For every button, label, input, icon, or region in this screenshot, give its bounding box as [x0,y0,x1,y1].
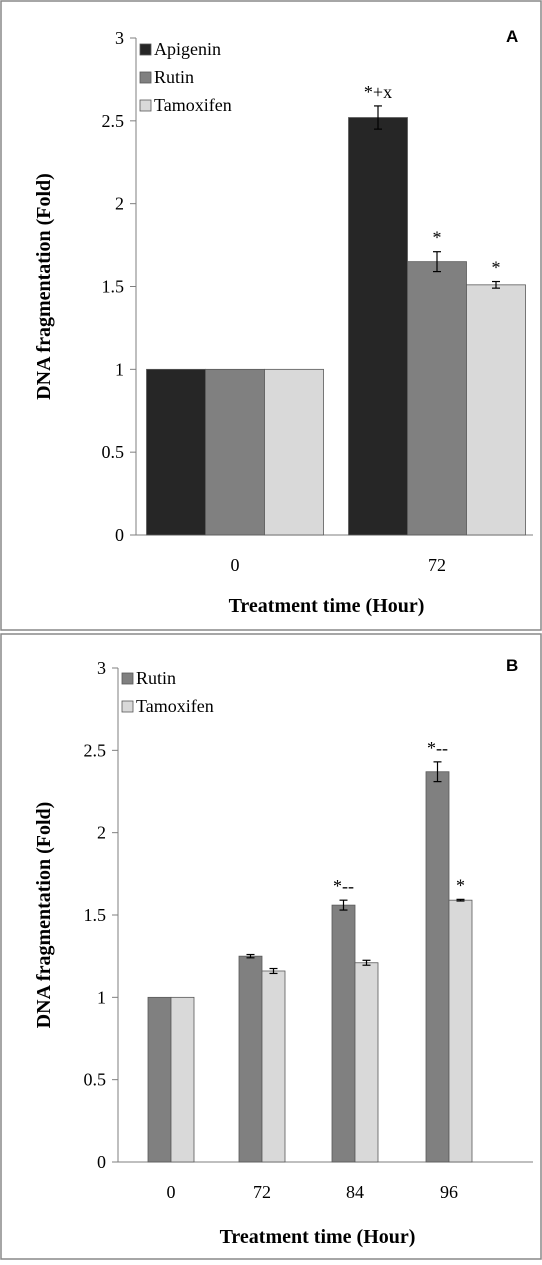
b-x-tick-label: 84 [346,1182,364,1202]
a-y-tick-label: 1.5 [102,277,125,297]
b-bar-tamoxifen [170,996,195,1163]
a-x-tick-label: 0 [231,555,240,575]
a-y-tick-label: 0 [115,525,124,545]
b-significance-label: *-- [427,738,448,758]
a-bar-rutin [205,368,265,536]
a-y-tick-label: 0.5 [102,442,125,462]
a-bar-tamoxifen [264,368,324,536]
b-y-tick-label: 3 [97,658,106,678]
a-significance-label: * [492,258,501,278]
b-x-tick-label: 72 [253,1182,271,1202]
a-significance-label: *+x [364,82,392,102]
b-legend-label: Tamoxifen [136,696,214,716]
a-panel-letter: A [506,27,518,46]
b-bar-rutin [147,996,172,1163]
b-bar-tamoxifen [261,970,286,1163]
b-y-tick-label: 1 [97,987,106,1007]
a-bar-apigenin [348,117,408,536]
a-bar-tamoxifen [466,284,526,536]
b-bar-tamoxifen [448,899,473,1163]
a-legend-swatch [139,43,152,56]
a-x-tick-label: 72 [428,555,446,575]
a-bar-apigenin [146,368,206,536]
b-panel-letter: B [506,656,518,675]
b-x-tick-label: 96 [440,1182,458,1202]
a-y-tick-label: 1 [115,359,124,379]
a-legend-swatch [139,71,152,84]
a-legend-label: Apigenin [154,39,221,59]
a-bar-rutin [407,261,467,536]
a-legend-label: Tamoxifen [154,95,232,115]
a-y-tick-label: 2 [115,194,124,214]
b-significance-label: *-- [333,876,354,896]
b-legend-swatch [121,672,134,685]
b-bar-rutin [331,904,356,1163]
b-significance-label: * [456,875,465,895]
panel-b-chart: 0 0.5 1 1.5 2 2.5 3 0 72 84 96 *-- *-- * Rutin Tamoxife… [33,656,533,1248]
b-y-tick-label: 0.5 [84,1070,107,1090]
a-legend-swatch [139,99,152,112]
b-y-tick-label: 1.5 [84,905,107,925]
b-y-tick-label: 0 [97,1152,106,1172]
a-legend-label: Rutin [154,67,194,87]
b-y-tick-label: 2.5 [84,740,107,760]
b-bar-rutin [238,955,263,1163]
b-bar-rutin [425,771,450,1163]
a-y-tick-label: 3 [115,28,124,48]
a-significance-label: * [433,228,442,248]
b-bar-tamoxifen [354,962,379,1163]
b-x-axis-title: Treatment time (Hour) [220,1226,416,1248]
b-legend-swatch [121,700,134,713]
b-y-tick-label: 2 [97,823,106,843]
b-y-axis-title: DNA fragmentation (Fold) [33,802,55,1029]
a-y-axis-title: DNA fragmentation (Fold) [33,173,55,400]
b-legend-label: Rutin [136,668,176,688]
a-x-axis-title: Treatment time (Hour) [229,595,425,617]
panel-a-chart: 0 0.5 1 1.5 2 2.5 3 0 72 *+x * * Apigenin Rutin Tamoxi… [33,27,533,617]
a-y-tick-label: 2.5 [102,111,125,131]
b-x-tick-label: 0 [167,1182,176,1202]
